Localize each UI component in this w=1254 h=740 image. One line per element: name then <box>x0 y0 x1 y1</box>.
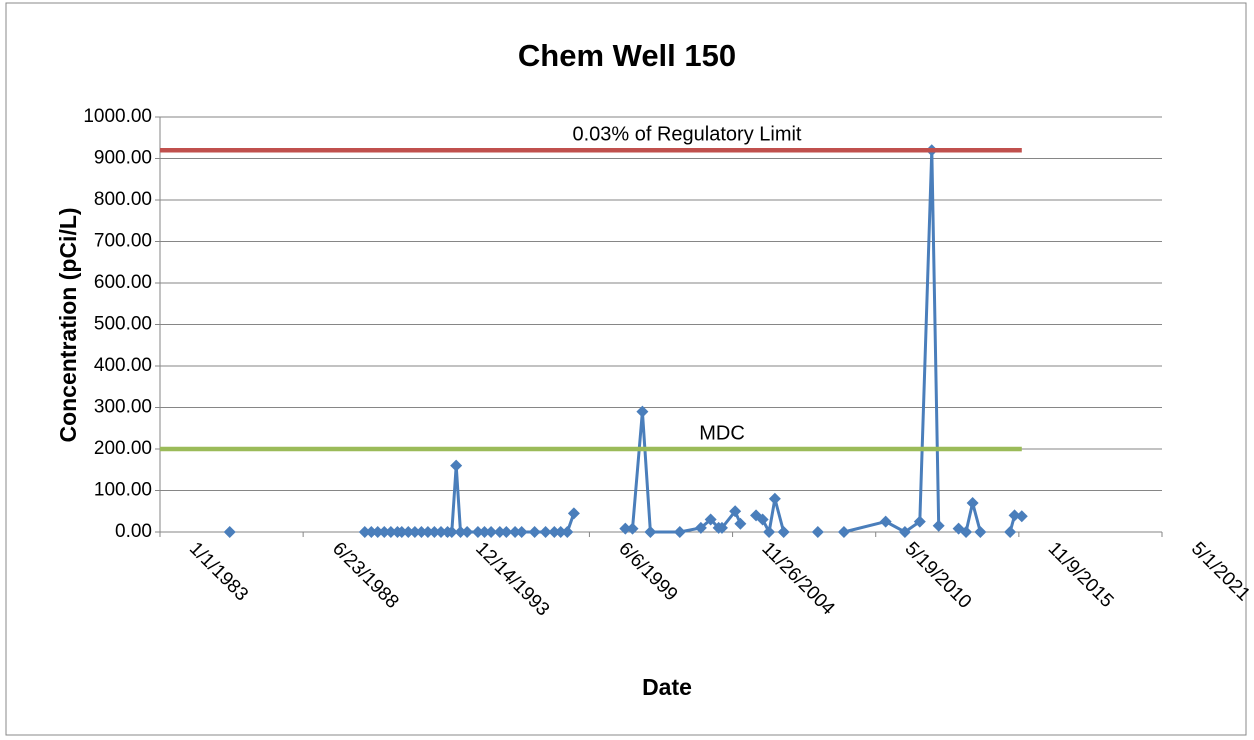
data-point <box>493 526 506 538</box>
data-point <box>756 513 769 526</box>
data-point <box>548 526 561 538</box>
data-point <box>478 526 491 538</box>
data-point <box>365 526 378 538</box>
data-point <box>729 505 742 518</box>
y-axis-title: Concentration (pCi/L) <box>55 207 81 442</box>
data-point <box>528 526 541 538</box>
data-point <box>567 507 580 520</box>
data-point <box>415 526 428 538</box>
data-point <box>1015 510 1028 523</box>
data-point <box>626 522 639 535</box>
data-point <box>734 517 747 530</box>
y-tick-label: 400.00 <box>94 355 152 376</box>
data-point <box>461 526 474 538</box>
data-point <box>445 526 458 538</box>
data-point <box>763 526 776 538</box>
data-point <box>879 515 892 528</box>
y-tick-label: 900.00 <box>94 148 152 169</box>
data-point <box>358 526 371 538</box>
data-point <box>378 526 391 538</box>
data-point <box>384 526 397 538</box>
data-point <box>1004 526 1017 538</box>
y-tick-label: 100.00 <box>94 480 152 501</box>
data-point <box>619 522 632 535</box>
data-point <box>932 519 945 532</box>
y-tick-label: 800.00 <box>94 189 152 210</box>
data-point <box>966 496 979 509</box>
chart-title: Chem Well 150 <box>518 38 736 73</box>
data-point <box>471 526 484 538</box>
data-point <box>960 526 973 538</box>
data-point <box>811 526 824 538</box>
series-annotation: 0.03% of Regulatory Limit <box>572 123 801 145</box>
data-point <box>561 526 574 538</box>
data-point <box>395 526 408 538</box>
x-axis-title: Date <box>642 674 692 700</box>
data-point <box>434 526 447 538</box>
data-point <box>402 526 415 538</box>
data-point <box>450 459 463 472</box>
data-point <box>428 526 441 538</box>
data-point <box>704 513 717 526</box>
data-point <box>421 526 434 538</box>
data-point <box>539 526 552 538</box>
y-tick-label: 500.00 <box>94 314 152 335</box>
series-annotation: MDC <box>699 422 745 444</box>
data-point <box>715 521 728 534</box>
data-point <box>500 526 513 538</box>
data-point <box>974 526 987 538</box>
chart-border <box>5 2 1247 736</box>
data-point <box>223 526 236 538</box>
y-tick-label: 600.00 <box>94 272 152 293</box>
data-point <box>636 405 649 418</box>
data-point <box>777 526 790 538</box>
data-point <box>454 526 467 538</box>
data-point <box>515 526 528 538</box>
data-point <box>768 492 781 505</box>
data-point <box>485 526 498 538</box>
data-point <box>913 515 926 528</box>
y-tick-label: 700.00 <box>94 231 152 252</box>
data-point <box>554 526 567 538</box>
data-point <box>408 526 421 538</box>
data-point <box>509 526 522 538</box>
data-point <box>1008 509 1021 522</box>
data-point <box>694 521 707 534</box>
data-point <box>371 526 384 538</box>
y-tick-label: 300.00 <box>94 397 152 418</box>
data-point <box>898 526 911 538</box>
y-tick-label: 1000.00 <box>83 106 152 127</box>
data-point <box>644 526 657 538</box>
y-tick-label: 200.00 <box>94 438 152 459</box>
data-point <box>837 526 850 538</box>
y-tick-label: 0.00 <box>115 521 152 542</box>
data-point <box>673 526 686 538</box>
